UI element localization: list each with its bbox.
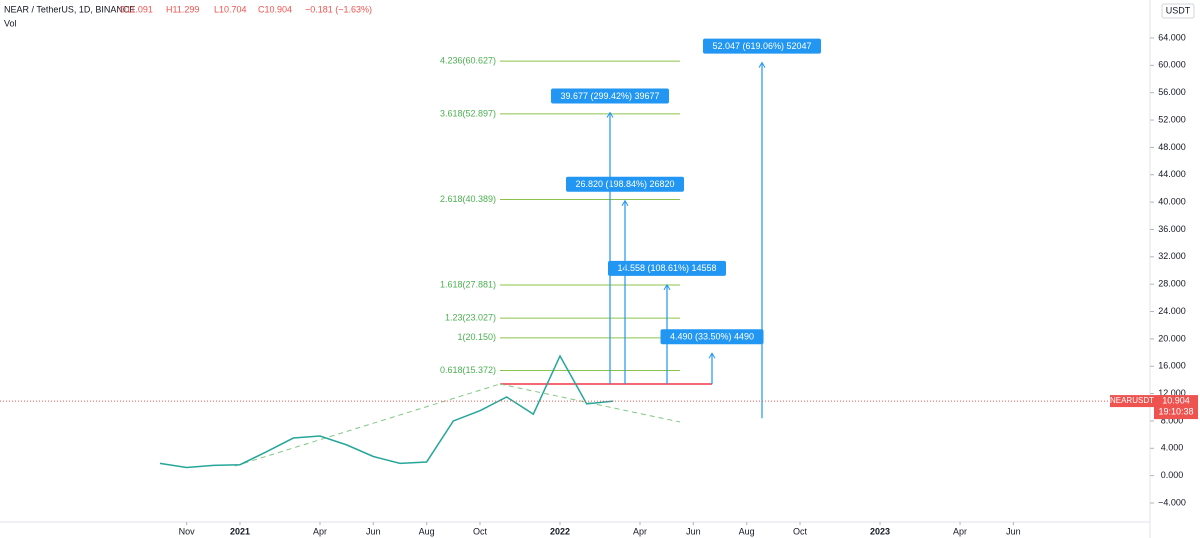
measure-label: 4.490 (33.50%) 4490 — [670, 332, 754, 342]
measure-label: 26.820 (198.84%) 26820 — [575, 179, 674, 189]
arrow-head — [708, 352, 716, 359]
y-tick-label: 16.000 — [1158, 361, 1186, 371]
y-tick-label: 48.000 — [1158, 142, 1186, 152]
fib-label: 0.618(15.372) — [440, 365, 496, 375]
y-tick-label: 40.000 — [1158, 196, 1186, 206]
arrow-head — [758, 61, 766, 68]
countdown: 19:10:38 — [1158, 406, 1193, 416]
y-tick-label: 28.000 — [1158, 279, 1186, 289]
measure-label: 52.047 (619.06%) 52047 — [712, 41, 811, 51]
symbol: NEAR / TetherUS, 1D, BINANCE — [4, 4, 135, 14]
low: L10.704 — [214, 4, 247, 14]
y-tick-label: 32.000 — [1158, 251, 1186, 261]
x-tick-label: Apr — [633, 526, 647, 536]
y-tick-label: 60.000 — [1158, 60, 1186, 70]
y-tick-label: 0.000 — [1161, 470, 1184, 480]
y-tick-label: −4.000 — [1158, 497, 1186, 507]
x-tick-label: Jun — [366, 526, 381, 536]
fib-label: 3.618(52.897) — [440, 108, 496, 118]
x-tick-label: Aug — [739, 526, 755, 536]
x-tick-label: 2021 — [230, 526, 250, 536]
symbol-tag-label: NEARUSDT — [1110, 396, 1154, 405]
fib-label: 1.618(27.881) — [440, 279, 496, 289]
arrow-head — [621, 199, 629, 207]
high: H11.299 — [166, 4, 199, 14]
y-tick-label: 52.000 — [1158, 114, 1186, 124]
volume-label: Vol — [4, 18, 17, 28]
change: −0.181 (−1.63%) — [305, 4, 372, 14]
y-tick-label: 24.000 — [1158, 306, 1186, 316]
price-line — [159, 354, 614, 469]
x-tick-label: Aug — [419, 526, 435, 536]
price-tag-label: 10.904 — [1162, 395, 1190, 405]
measure-box — [608, 260, 726, 276]
y-tick-label: 12.000 — [1158, 388, 1186, 398]
y-tick-label: 20.000 — [1158, 333, 1186, 343]
y-tick-label: 44.000 — [1158, 169, 1186, 179]
x-tick-label: Oct — [473, 526, 488, 536]
x-tick-label: Jun — [1006, 526, 1021, 536]
currency[interactable]: USDT — [1166, 5, 1191, 15]
trend-line — [234, 383, 501, 467]
fib-label: 4.236(60.627) — [440, 55, 496, 65]
x-tick-label: Apr — [953, 526, 967, 536]
y-tick-label: 64.000 — [1158, 32, 1186, 42]
x-tick-label: 2023 — [870, 526, 890, 536]
y-tick-label: 4.000 — [1161, 443, 1184, 453]
currency-box[interactable] — [1161, 3, 1195, 19]
fib-label: 1.23(23.027) — [445, 313, 496, 323]
measure-label: 14.558 (108.61%) 14558 — [617, 263, 716, 273]
close: C10.904 — [258, 4, 292, 14]
price-tag — [1154, 395, 1198, 420]
fib-label: 1(20.150) — [457, 332, 496, 342]
x-tick-label: Oct — [793, 526, 808, 536]
fib-label: 2.618(40.389) — [440, 194, 496, 204]
y-tick-label: 8.000 — [1161, 415, 1184, 425]
measure-box — [703, 38, 821, 54]
arrow-head — [606, 111, 614, 118]
open: O11.091 — [119, 4, 153, 14]
symbol-tag — [1110, 395, 1154, 408]
measure-box — [551, 88, 669, 104]
x-tick-label: Jun — [686, 526, 701, 536]
x-tick-label: 2022 — [550, 526, 570, 536]
y-tick-label: 36.000 — [1158, 224, 1186, 234]
x-tick-label: Apr — [313, 526, 327, 536]
measure-label: 39.677 (299.42%) 39677 — [560, 91, 659, 101]
measure-box — [660, 329, 764, 345]
y-tick-label: 56.000 — [1158, 87, 1186, 97]
x-tick-label: Nov — [179, 526, 196, 536]
arrow-head — [663, 283, 671, 291]
measure-box — [566, 176, 684, 192]
